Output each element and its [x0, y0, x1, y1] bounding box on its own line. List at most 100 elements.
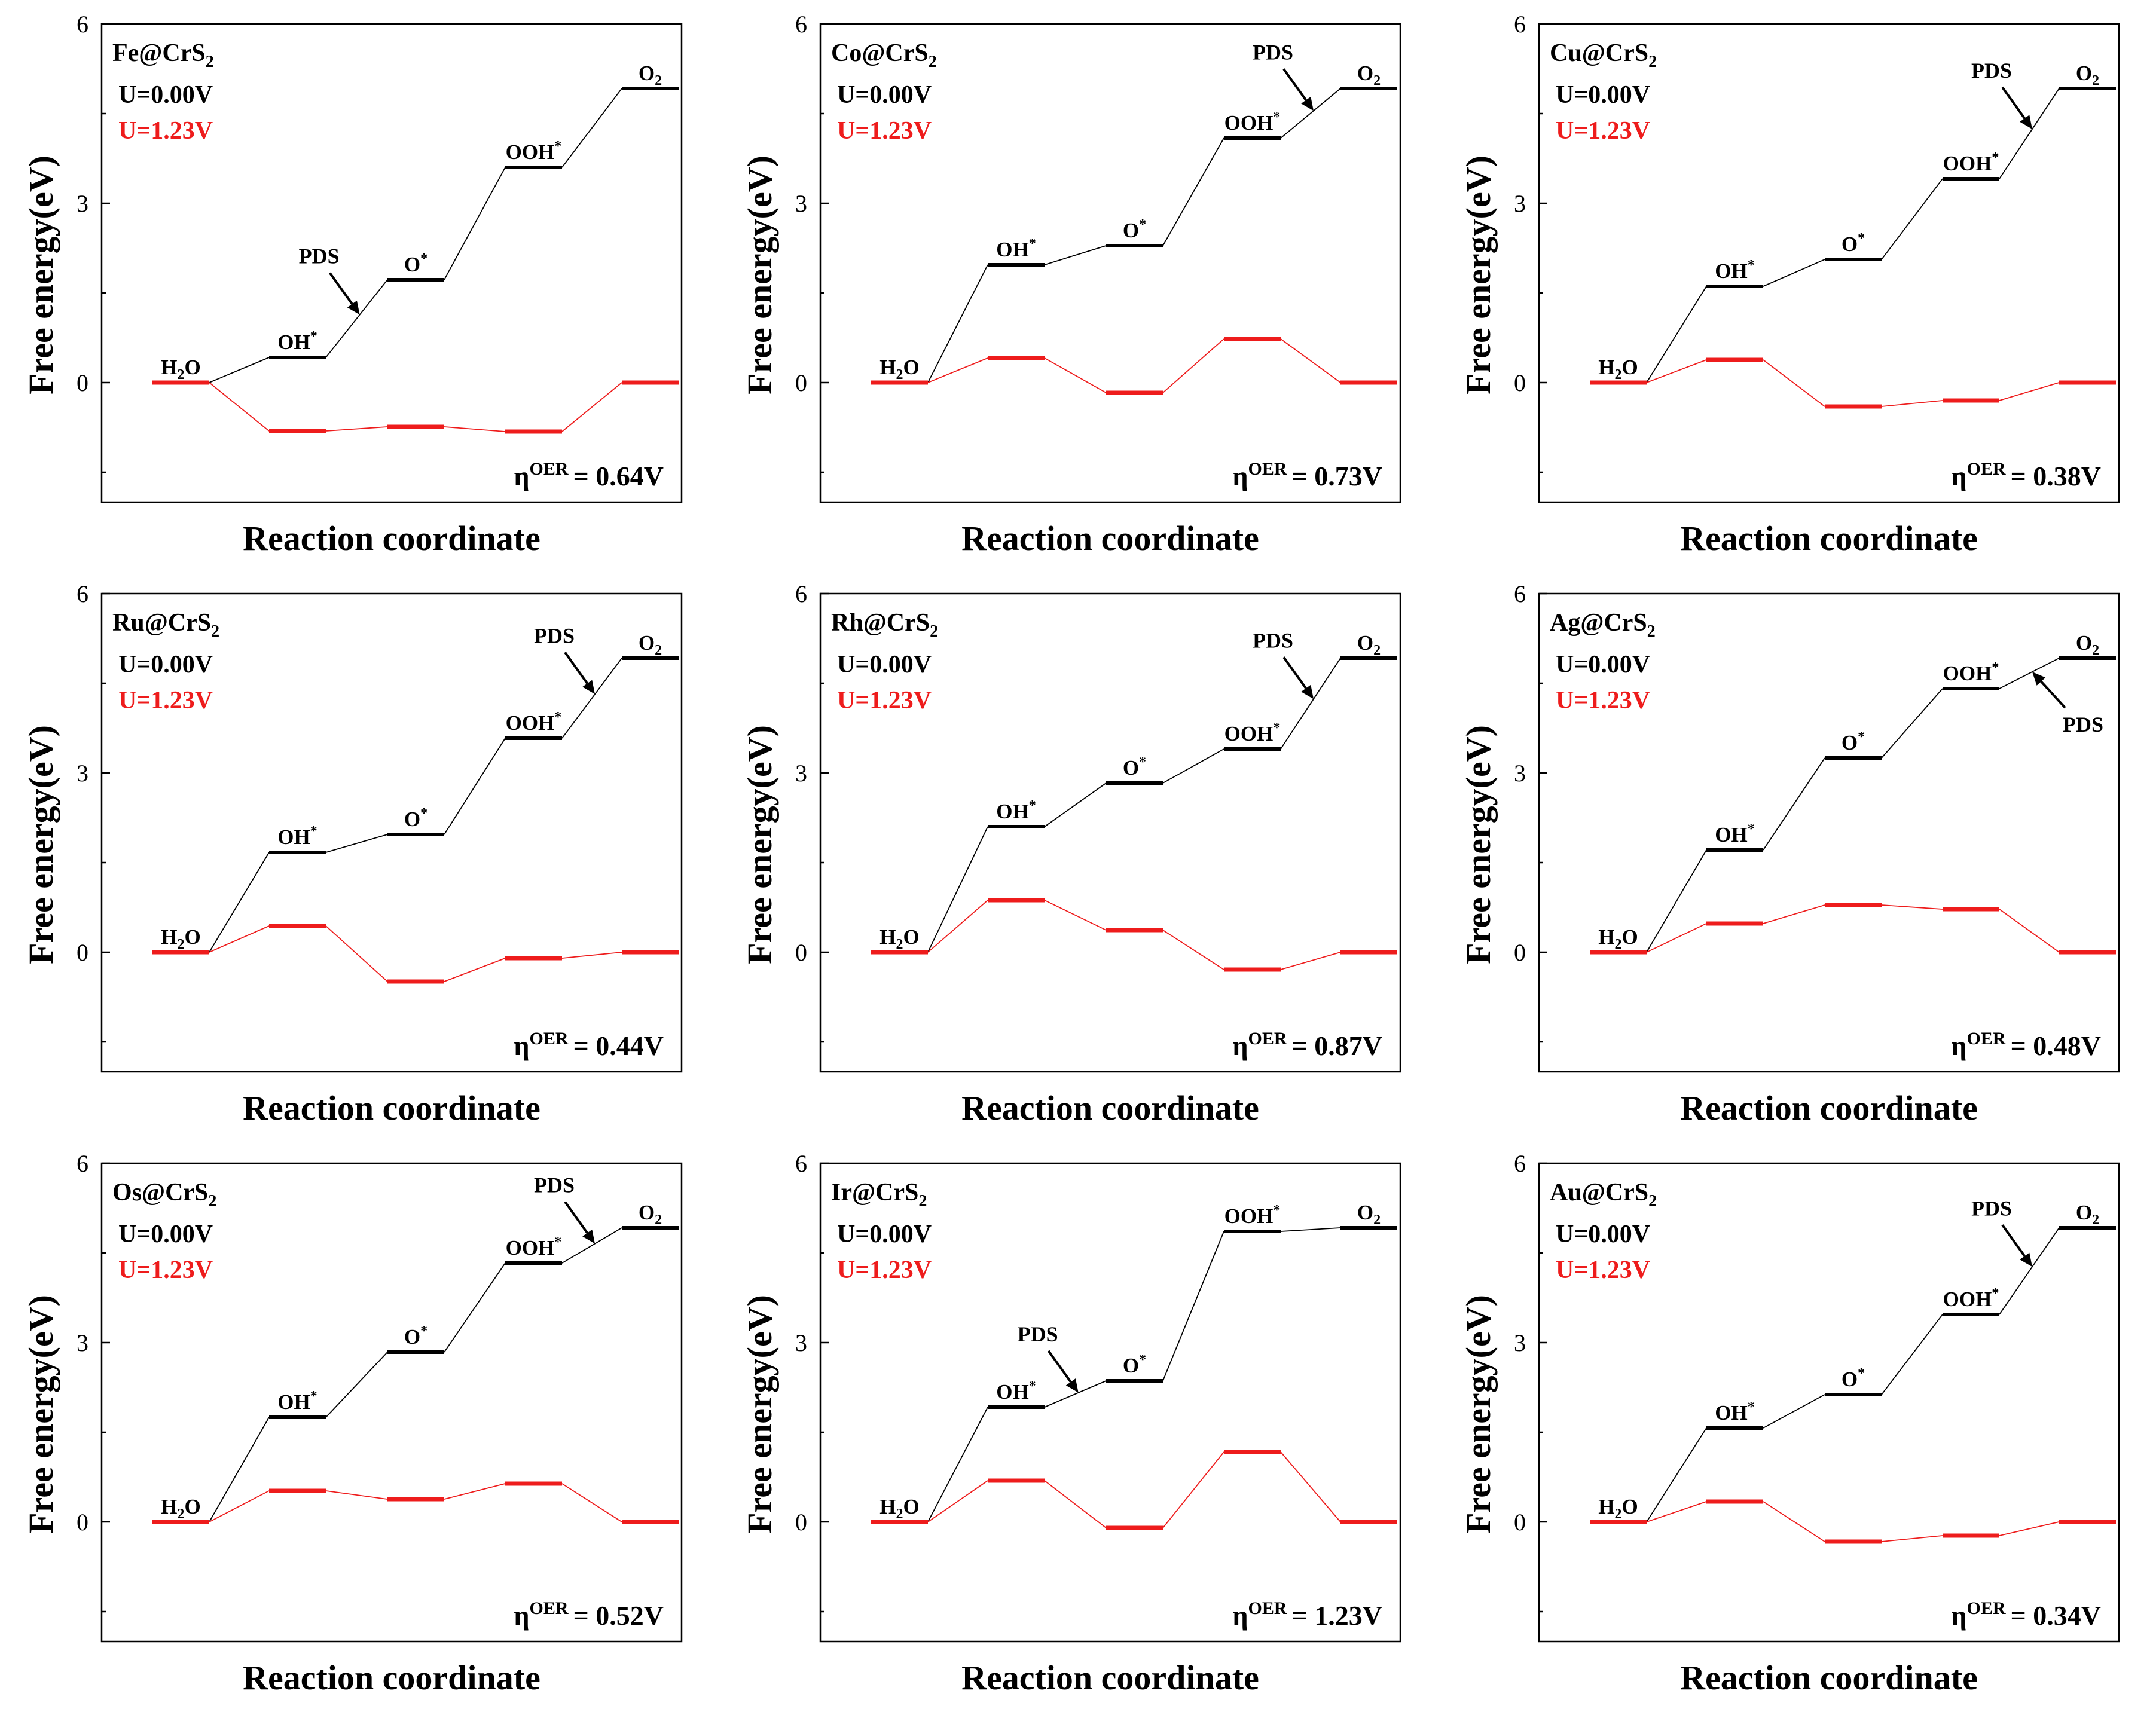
state-label: O* [1842, 1366, 1865, 1391]
legend-entry: U=0.00V [118, 81, 213, 109]
state-label: H2O [1598, 1495, 1638, 1522]
legend-entry: U=1.23V [837, 117, 932, 145]
y-tick-label: 6 [1514, 1150, 1526, 1177]
material-name: Ru@CrS [112, 609, 211, 637]
x-axis-label: Reaction coordinate [243, 1089, 540, 1127]
pds-label: PDS [534, 623, 575, 647]
pds-arrowhead [347, 300, 360, 315]
eta-symbol: η [1232, 461, 1248, 491]
eta-value: = 0.48V [2011, 1031, 2101, 1061]
x-axis-label: Reaction coordinate [1680, 1658, 1978, 1697]
y-axis-label: Free energy(eV) [1459, 155, 1498, 395]
level-connector [1044, 782, 1107, 827]
legend-entry: U=1.23V [118, 687, 213, 714]
overpotential-label: ηOER = 1.23V [1232, 1598, 1382, 1631]
x-axis-label: Reaction coordinate [961, 1658, 1259, 1697]
material-subscript: 2 [1648, 1192, 1657, 1210]
energy-diagram: 0 3 6 Free energy(eV) Reaction coordinate Ru@… [22, 580, 683, 1127]
panel-fe: 0 3 6 Free energy(eV) Reaction coordinate Fe@… [0, 0, 719, 570]
y-tick-label: 6 [77, 1150, 88, 1177]
level-connector [444, 958, 506, 982]
material-name: Au@CrS [1550, 1179, 1648, 1206]
y-tick-label: 3 [77, 760, 88, 787]
eta-value: = 0.44V [573, 1031, 664, 1061]
state-label: O2 [639, 62, 662, 88]
overpotential-label: ηOER = 0.52V [514, 1598, 664, 1631]
material-label: Cu@CrS2 [1550, 39, 1657, 71]
panel-co: 0 3 6 Free energy(eV) Reaction coordinate Co@… [719, 0, 1437, 570]
eta-superscript: OER [1967, 1598, 2006, 1618]
level-connector [209, 1417, 270, 1522]
level-connector [325, 834, 388, 853]
energy-diagram: 0 3 6 Free energy(eV) Reaction coordinate Rh@… [740, 580, 1401, 1127]
level-connector [444, 738, 506, 835]
level-connector [927, 900, 988, 953]
pds-label: PDS [1971, 1196, 2012, 1220]
material-subscript: 2 [929, 53, 937, 71]
state-label: O* [1842, 231, 1865, 256]
eta-value: = 0.38V [2011, 461, 2101, 491]
state-label: O2 [2076, 631, 2099, 658]
material-name: Cu@CrS [1550, 39, 1648, 67]
state-label: O2 [1357, 1201, 1381, 1228]
level-connector [1280, 338, 1341, 383]
plot-frame [100, 23, 683, 503]
pds-label: PDS [1253, 628, 1293, 652]
panel-ag: 0 3 6 Free energy(eV) Reaction coordinate Ag@… [1437, 570, 2156, 1139]
eta-superscript: OER [1248, 1029, 1287, 1048]
level-connector [1999, 1227, 2060, 1315]
state-label: OOH* [1943, 1286, 1999, 1311]
state-label: OH* [996, 798, 1036, 823]
material-label: Rh@CrS2 [831, 609, 938, 641]
series-u-1-23 [1590, 357, 2116, 409]
series-u-0-00 [152, 87, 679, 384]
legend-entry: U=0.00V [118, 651, 213, 678]
state-label: H2O [161, 1495, 200, 1522]
series-u-1-23 [152, 924, 679, 984]
level-connector [1999, 909, 2060, 953]
plot-frame [100, 1162, 683, 1643]
plot-frame [1538, 23, 2120, 503]
state-label: H2O [1598, 925, 1638, 952]
y-axis-label: Free energy(eV) [22, 1295, 60, 1534]
level-connector [1044, 245, 1107, 265]
state-label: OH* [277, 824, 317, 849]
state-label: O* [404, 251, 427, 276]
eta-value: = 0.73V [1292, 461, 1382, 491]
energy-diagram: 0 3 6 Free energy(eV) Reaction coordinate Ir@… [740, 1150, 1401, 1697]
panel-cu: 0 3 6 Free energy(eV) Reaction coordinate Cu@… [1437, 0, 2156, 570]
y-tick-label: 0 [795, 939, 807, 966]
y-axis-label: Free energy(eV) [22, 155, 60, 395]
legend-entry: U=0.00V [118, 1221, 213, 1248]
level-connector [325, 925, 388, 982]
legend-entry: U=1.23V [837, 1256, 932, 1284]
y-tick-label: 3 [77, 190, 88, 217]
level-connector [927, 826, 988, 953]
panel-au: 0 3 6 Free energy(eV) Reaction coordinate Au@… [1437, 1139, 2156, 1709]
material-label: Os@CrS2 [112, 1179, 216, 1210]
y-tick-label: 3 [795, 190, 807, 217]
level-connector [1881, 1314, 1943, 1395]
y-axis-label: Free energy(eV) [1459, 725, 1498, 964]
legend-entry: U=1.23V [118, 1256, 213, 1284]
eta-symbol: η [1951, 1031, 1966, 1061]
pds-arrowhead [2032, 671, 2046, 686]
panel-ru: 0 3 6 Free energy(eV) Reaction coordinate Ru@… [0, 570, 719, 1139]
state-label: OOH* [506, 710, 562, 735]
level-connector [1044, 1380, 1107, 1408]
panel-ir: 0 3 6 Free energy(eV) Reaction coordinate Ir@… [719, 1139, 1437, 1709]
state-label: O* [1123, 1352, 1146, 1377]
y-axis-label: Free energy(eV) [740, 1295, 779, 1534]
level-connector [1881, 400, 1943, 407]
y-axis-label: Free energy(eV) [740, 725, 779, 964]
level-connector [927, 357, 988, 383]
level-connector [1763, 757, 1825, 851]
state-label: O* [404, 806, 427, 831]
level-connector [1999, 1521, 2060, 1536]
level-connector [561, 1227, 622, 1264]
y-tick-label: 6 [795, 580, 807, 607]
pds-arrow [2001, 1224, 2026, 1257]
series-u-0-00 [152, 656, 679, 954]
state-label: O2 [2076, 62, 2099, 88]
plot-frame [819, 23, 1401, 503]
